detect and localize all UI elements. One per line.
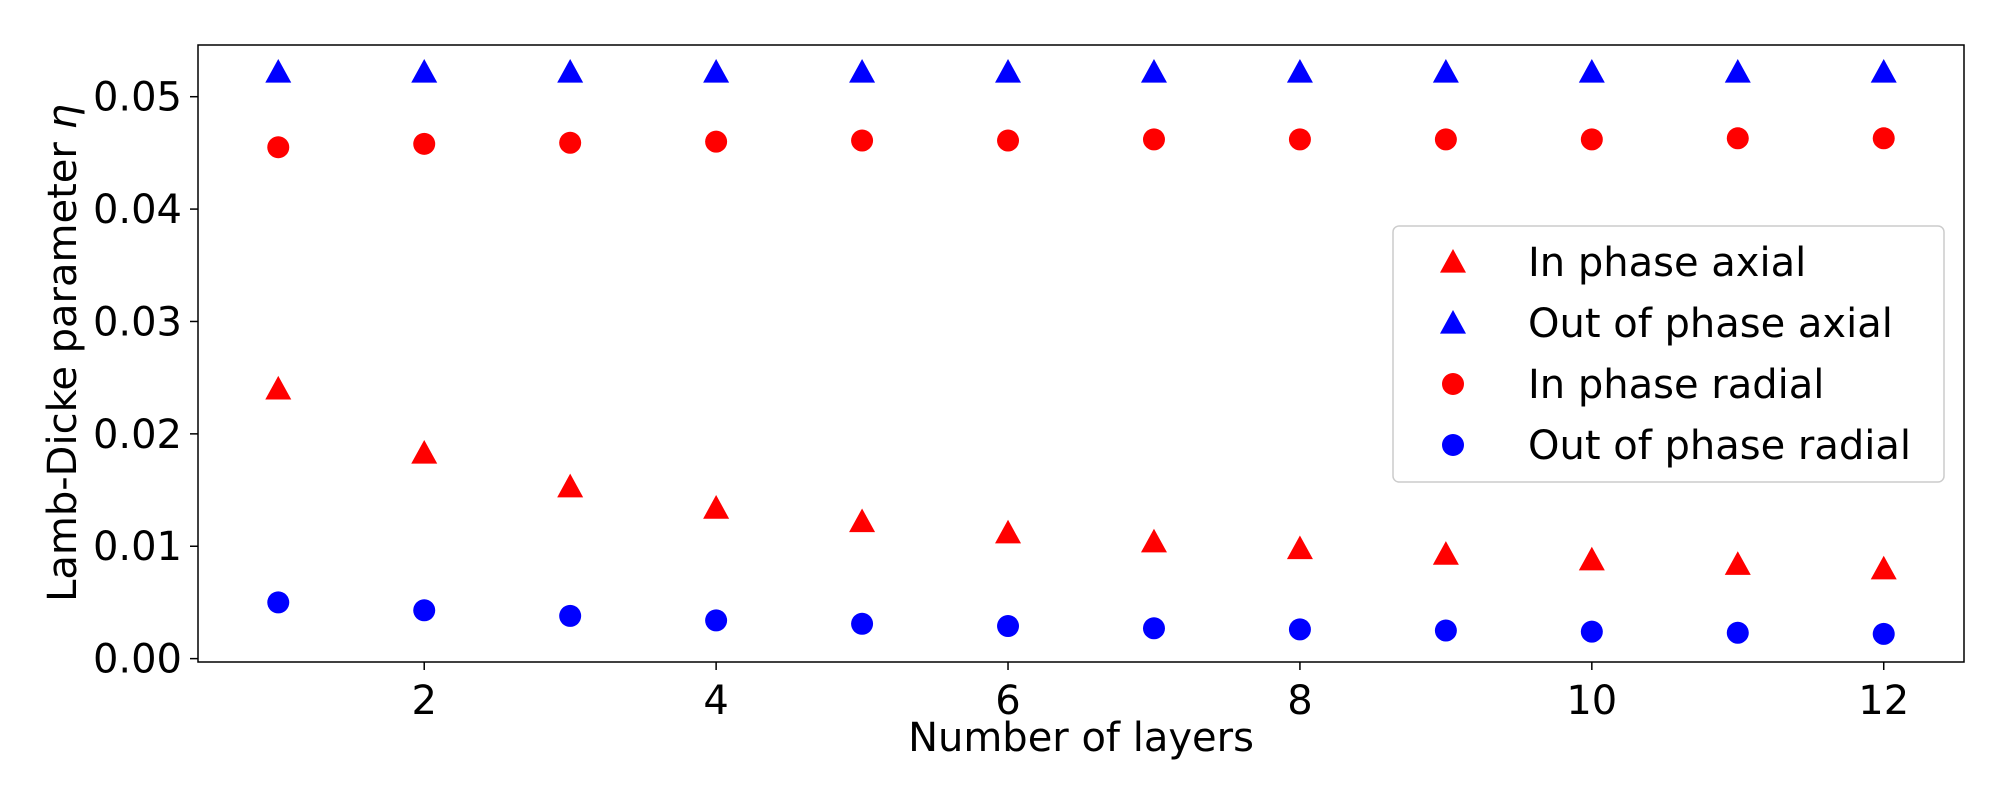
point-out-of-phase-axial <box>557 58 584 83</box>
legend-marker-in-phase-axial <box>1440 249 1466 273</box>
point-out-of-phase-radial <box>705 609 728 632</box>
x-tick-label: 12 <box>1858 678 1909 724</box>
x-tick-label: 8 <box>1287 678 1312 724</box>
x-axis: 2 4 6 8 10 12 <box>411 662 1909 724</box>
y-axis-title: Lamb-Dicke parameter η <box>40 104 86 602</box>
point-in-phase-axial <box>703 495 730 519</box>
legend-marker-out-of-phase-axial <box>1440 310 1466 334</box>
point-out-of-phase-axial <box>995 58 1022 83</box>
legend-label-in-phase-radial: In phase radial <box>1528 362 1824 408</box>
point-in-phase-radial <box>1288 128 1311 151</box>
point-in-phase-axial <box>1286 535 1313 560</box>
point-out-of-phase-radial <box>267 591 290 614</box>
point-out-of-phase-radial <box>1726 621 1749 644</box>
legend-label-out-of-phase-axial: Out of phase axial <box>1528 301 1893 347</box>
point-in-phase-radial <box>559 131 582 154</box>
point-out-of-phase-axial <box>265 58 292 83</box>
x-tick-label: 2 <box>411 678 436 724</box>
y-axis-title-symbol: η <box>40 104 86 129</box>
legend-marker-in-phase-radial <box>1442 373 1464 395</box>
point-out-of-phase-axial <box>1870 58 1897 83</box>
point-out-of-phase-radial <box>1288 618 1311 641</box>
point-in-phase-axial <box>1724 551 1751 575</box>
point-in-phase-radial <box>1142 128 1165 151</box>
point-out-of-phase-axial <box>411 58 438 83</box>
point-out-of-phase-radial <box>413 599 436 622</box>
point-in-phase-axial <box>1578 546 1605 571</box>
point-in-phase-radial <box>267 136 290 159</box>
point-in-phase-axial <box>1870 555 1897 580</box>
legend-frame <box>1392 225 1945 483</box>
point-out-of-phase-axial <box>849 58 876 83</box>
point-in-phase-radial <box>997 129 1020 152</box>
legend-label-out-of-phase-radial: Out of phase radial <box>1528 423 1911 469</box>
legend-marker-out-of-phase-radial <box>1442 434 1464 456</box>
point-out-of-phase-axial <box>1140 58 1167 83</box>
y-tick-label: 0.05 <box>93 75 182 121</box>
point-out-of-phase-axial <box>1432 58 1459 83</box>
y-tick-label: 0.03 <box>93 299 182 345</box>
point-in-phase-radial <box>413 132 436 155</box>
point-in-phase-radial <box>851 129 874 152</box>
point-in-phase-radial <box>1726 127 1749 150</box>
point-in-phase-axial <box>1140 528 1167 553</box>
x-tick-label: 10 <box>1566 678 1617 724</box>
point-out-of-phase-radial <box>1872 622 1895 645</box>
y-tick-label: 0.02 <box>93 412 182 458</box>
point-in-phase-axial <box>411 439 438 464</box>
point-out-of-phase-axial <box>1286 58 1313 83</box>
point-out-of-phase-radial <box>1142 617 1165 640</box>
point-out-of-phase-radial <box>1580 620 1603 643</box>
x-tick-label: 6 <box>995 678 1020 724</box>
point-out-of-phase-axial <box>1724 58 1751 83</box>
y-axis: 0.00 0.01 0.02 0.03 0.04 0.05 <box>93 75 198 683</box>
y-tick-label: 0.04 <box>93 187 182 233</box>
point-in-phase-axial <box>265 375 292 400</box>
point-out-of-phase-radial <box>559 604 582 627</box>
x-axis-title: Number of layers <box>908 715 1254 761</box>
y-tick-label: 0.00 <box>93 637 182 683</box>
legend: In phase axial Out of phase axial In phase… <box>1392 225 1945 483</box>
point-in-phase-radial <box>1580 128 1603 151</box>
y-tick-label: 0.01 <box>93 524 182 570</box>
x-tick-label: 4 <box>703 678 728 724</box>
point-out-of-phase-axial <box>703 58 730 83</box>
point-out-of-phase-radial <box>851 612 874 635</box>
y-axis-title-text: Lamb-Dicke parameter <box>40 129 86 601</box>
point-out-of-phase-radial <box>997 615 1020 638</box>
legend-label-in-phase-axial: In phase axial <box>1528 240 1806 286</box>
point-in-phase-radial <box>1434 128 1457 151</box>
point-out-of-phase-radial <box>1434 619 1457 642</box>
point-in-phase-axial <box>1432 541 1459 565</box>
point-in-phase-radial <box>1872 127 1895 150</box>
data-points <box>265 58 1897 645</box>
point-in-phase-axial <box>995 519 1022 544</box>
point-in-phase-axial <box>557 473 584 498</box>
point-out-of-phase-axial <box>1578 58 1605 83</box>
point-in-phase-axial <box>849 508 876 533</box>
point-in-phase-radial <box>705 130 728 153</box>
